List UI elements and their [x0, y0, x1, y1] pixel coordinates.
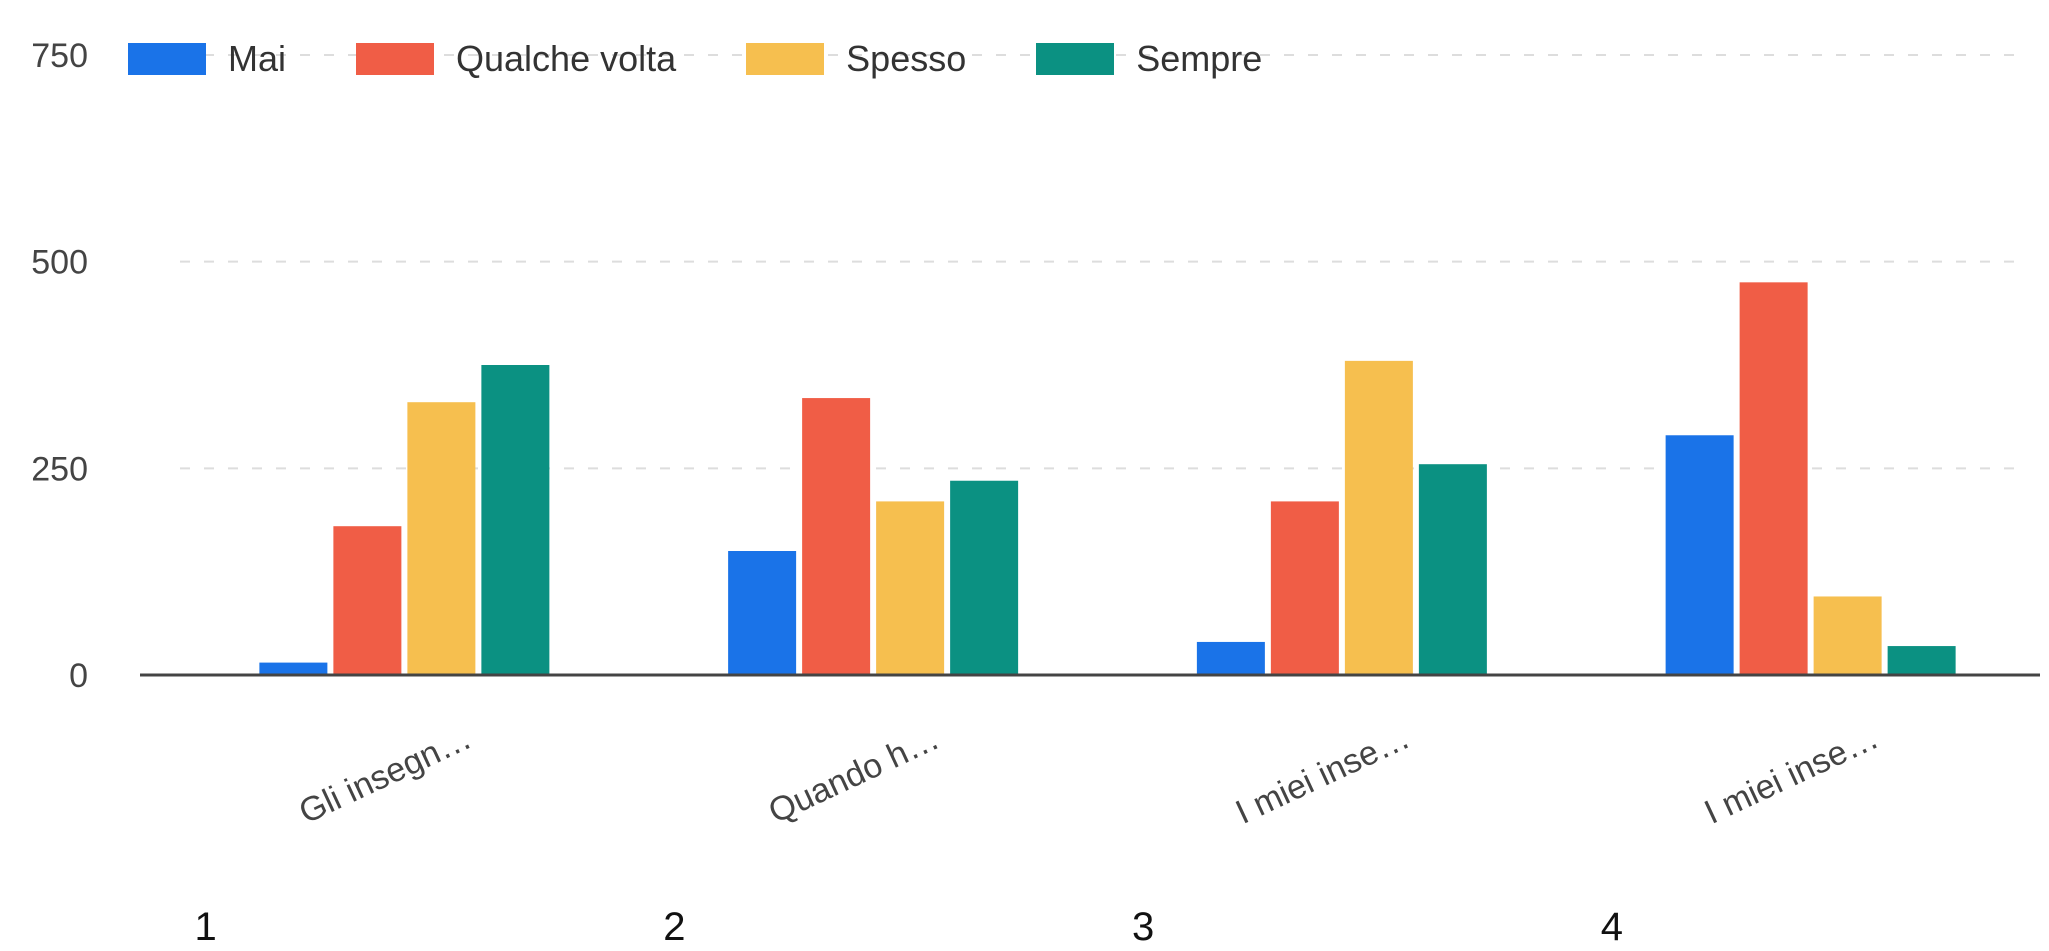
bar-spesso: [1813, 596, 1882, 675]
y-tick-label: 250: [31, 450, 88, 488]
legend-item-sempre: Sempre: [1036, 38, 1262, 80]
bar-mai: [1196, 641, 1265, 675]
legend-label-mai: Mai: [228, 38, 287, 79]
y-axis: 0 250 500 750: [31, 37, 88, 695]
legend-item-spesso: Spesso: [746, 38, 966, 80]
bar-spesso: [407, 402, 476, 675]
bar-qualche-volta: [1739, 282, 1808, 675]
bar-qualche-volta: [1270, 501, 1339, 675]
x-tick-label: I miei inse…: [1230, 718, 1416, 831]
legend-label-qualche-volta: Qualche volta: [456, 38, 677, 79]
legend: Mai Qualche volta Spesso Sempre: [128, 38, 1332, 80]
legend-swatch-mai: [128, 43, 206, 75]
bar-sempre: [481, 365, 550, 675]
bar-sempre: [1418, 464, 1487, 675]
x-tick-label: Quando h…: [763, 719, 945, 831]
y-tick-label: 500: [31, 244, 88, 282]
category-number: 2: [663, 905, 685, 949]
y-tick-label: 750: [31, 37, 88, 75]
legend-label-spesso: Spesso: [846, 38, 967, 79]
bar-qualche-volta: [802, 398, 871, 675]
legend-swatch-sempre: [1036, 43, 1115, 75]
bar-spesso: [876, 501, 945, 675]
legend-label-sempre: Sempre: [1136, 38, 1263, 79]
legend-swatch-qualche-volta: [356, 43, 435, 75]
bars: [259, 282, 1956, 675]
legend-item-qualche-volta: Qualche volta: [356, 38, 676, 80]
category-numbers: 1 2 3 4: [195, 905, 1624, 949]
category-number: 4: [1601, 905, 1623, 949]
x-axis: Gli insegn… Quando h… I miei inse… I miei i…: [293, 718, 1884, 831]
legend-swatch-spesso: [746, 43, 825, 75]
y-tick-label: 0: [69, 657, 88, 695]
legend-item-mai: Mai: [128, 38, 286, 80]
bar-mai: [259, 662, 328, 675]
category-number: 1: [195, 905, 217, 949]
x-tick-label: Gli insegn…: [293, 719, 477, 832]
bar-qualche-volta: [333, 526, 402, 675]
bar-spesso: [1344, 360, 1413, 675]
bar-mai: [1665, 435, 1734, 675]
bar-sempre: [1887, 646, 1956, 675]
category-number: 3: [1132, 905, 1154, 949]
bar-mai: [728, 551, 797, 675]
x-tick-label: I miei inse…: [1699, 718, 1885, 831]
bar-sempre: [950, 480, 1019, 675]
